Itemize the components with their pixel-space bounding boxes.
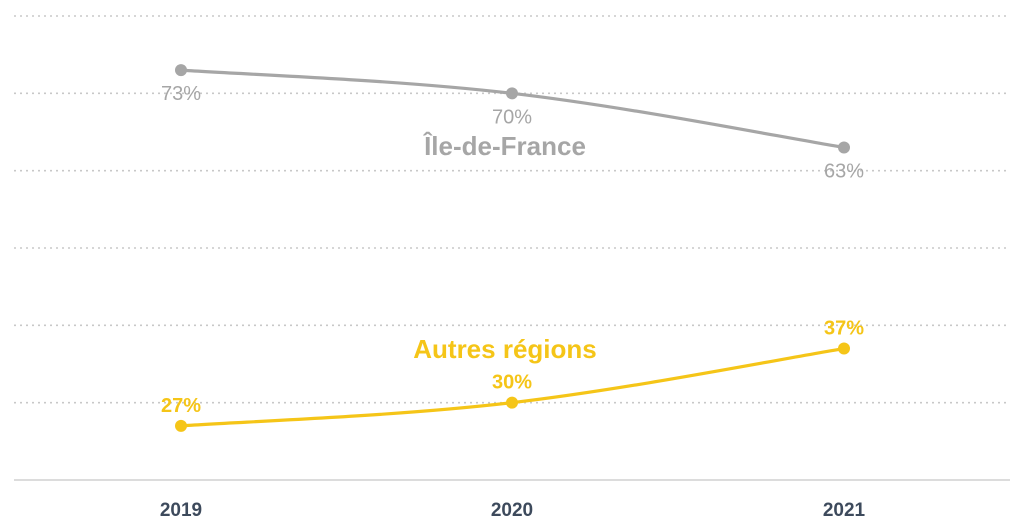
data-point xyxy=(506,396,518,409)
series-ile-de-france: 73% 70% 63% Île-de-France xyxy=(161,64,864,182)
x-tick-label: 2021 xyxy=(823,500,866,521)
data-label: 27% xyxy=(161,395,201,417)
x-axis-ticks: 2019 2020 2021 xyxy=(160,500,866,521)
data-point xyxy=(175,64,187,77)
data-point xyxy=(506,87,518,100)
series-name-label: Île-de-France xyxy=(422,131,586,161)
x-tick-label: 2020 xyxy=(491,500,533,521)
series-group: 73% 70% 63% Île-de-France 27% 30% 37% Autres ré… xyxy=(161,64,864,432)
series-autres-regions: 27% 30% 37% Autres régions xyxy=(161,318,864,432)
data-label: 37% xyxy=(824,318,864,340)
data-label: 70% xyxy=(492,106,532,128)
x-tick-label: 2019 xyxy=(160,500,202,521)
data-point xyxy=(838,141,850,154)
data-point xyxy=(838,342,850,355)
data-label: 73% xyxy=(161,83,201,105)
data-label: 63% xyxy=(824,160,864,182)
series-name-label: Autres régions xyxy=(413,334,597,364)
data-point xyxy=(175,419,187,432)
data-label: 30% xyxy=(492,372,532,394)
